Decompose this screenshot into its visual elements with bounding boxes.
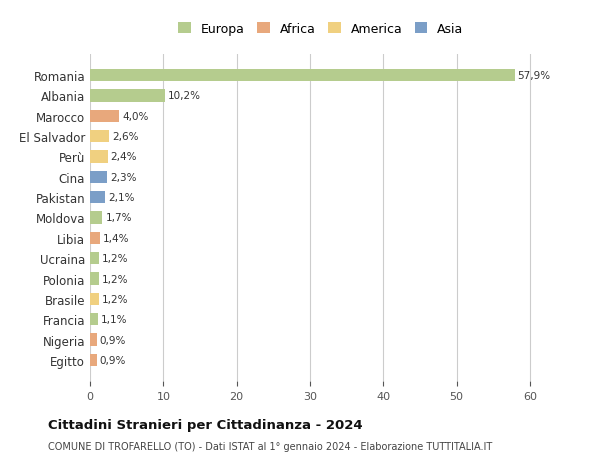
Text: Cittadini Stranieri per Cittadinanza - 2024: Cittadini Stranieri per Cittadinanza - 2… xyxy=(48,418,362,431)
Bar xyxy=(90,334,97,346)
Bar xyxy=(90,212,103,224)
Text: 1,2%: 1,2% xyxy=(102,294,128,304)
Text: 4,0%: 4,0% xyxy=(122,112,149,122)
Bar xyxy=(90,293,99,305)
Bar xyxy=(90,171,107,184)
Text: COMUNE DI TROFARELLO (TO) - Dati ISTAT al 1° gennaio 2024 - Elaborazione TUTTITA: COMUNE DI TROFARELLO (TO) - Dati ISTAT a… xyxy=(48,441,492,451)
Bar xyxy=(90,252,99,265)
Legend: Europa, Africa, America, Asia: Europa, Africa, America, Asia xyxy=(175,19,467,39)
Text: 2,4%: 2,4% xyxy=(110,152,137,162)
Bar xyxy=(90,90,165,102)
Text: 0,9%: 0,9% xyxy=(100,355,126,365)
Text: 1,2%: 1,2% xyxy=(102,254,128,263)
Bar xyxy=(90,111,119,123)
Bar xyxy=(90,192,106,204)
Bar xyxy=(90,313,98,325)
Text: 1,2%: 1,2% xyxy=(102,274,128,284)
Text: 0,9%: 0,9% xyxy=(100,335,126,345)
Text: 10,2%: 10,2% xyxy=(168,91,201,101)
Bar xyxy=(90,151,107,163)
Text: 1,1%: 1,1% xyxy=(101,314,128,325)
Text: 57,9%: 57,9% xyxy=(518,71,551,81)
Bar xyxy=(90,131,109,143)
Bar xyxy=(90,273,99,285)
Text: 2,3%: 2,3% xyxy=(110,173,136,182)
Text: 1,7%: 1,7% xyxy=(106,213,132,223)
Text: 2,6%: 2,6% xyxy=(112,132,139,142)
Text: 2,1%: 2,1% xyxy=(109,193,135,203)
Bar xyxy=(90,354,97,366)
Bar xyxy=(90,70,515,82)
Bar xyxy=(90,232,100,244)
Text: 1,4%: 1,4% xyxy=(103,233,130,243)
